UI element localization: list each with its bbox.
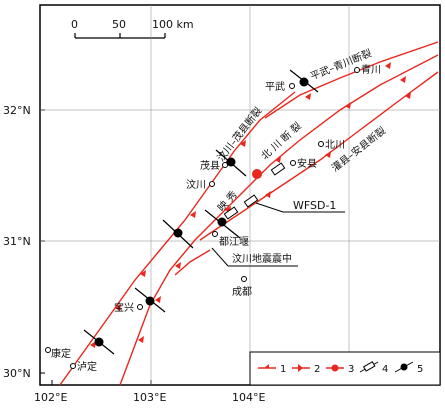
scale-bar: 0 50 100 km	[71, 18, 194, 39]
epicenter-label: 汶川地震震中	[232, 252, 292, 265]
city-chengdu: 成都	[232, 286, 252, 298]
fault-pingwu-qingchuan	[264, 41, 439, 119]
city-dujiangyan: 都江堰	[219, 236, 249, 248]
legend-item-4: 4	[382, 364, 388, 375]
city-pingwu: 平武	[265, 80, 285, 93]
scale-tick-0: 0	[71, 18, 78, 31]
city-maoxian: 茂县	[200, 159, 220, 172]
legend-item-3: 3	[348, 364, 354, 375]
fault-wenchuan-maoxian	[59, 91, 296, 386]
legend-item-1: 1	[280, 364, 286, 375]
epicenter-marker	[252, 169, 262, 179]
city-beichuan: 北川	[325, 139, 345, 151]
city-anxian: 安县	[297, 157, 317, 170]
city-wenchuan: 汶川	[186, 178, 206, 191]
wfsd-callout: WFSD-1	[255, 199, 345, 213]
map-grid	[40, 5, 440, 385]
lat-label-31: 31°N	[3, 235, 31, 248]
legend-item-5: 5	[417, 364, 423, 375]
city-qingchuan: 青川	[361, 63, 381, 76]
city-luding: 泸定	[77, 360, 97, 373]
scale-tick-100: 100 km	[152, 18, 194, 31]
site-markers	[83, 69, 319, 355]
study-boxes	[223, 162, 286, 220]
city-baoxing: 宝兴	[114, 301, 134, 314]
lon-label-103: 103°E	[133, 391, 166, 404]
lon-label-104: 104°E	[232, 391, 265, 404]
lon-label-102: 102°E	[34, 391, 67, 404]
wfsd-label: WFSD-1	[293, 199, 336, 212]
legend-item-2: 2	[314, 364, 320, 375]
legend: 1 2 3 4 5	[249, 351, 441, 386]
city-kangding: 康定	[51, 347, 71, 360]
lat-label-30: 30°N	[3, 367, 31, 380]
fault-minor	[174, 249, 211, 276]
fault-guanxian-anxian	[199, 71, 439, 241]
thrust-markers	[90, 62, 411, 348]
scale-tick-50: 50	[112, 18, 126, 31]
lat-label-32: 32°N	[3, 104, 31, 117]
epicenter-callout: 汶川地震震中	[211, 247, 298, 267]
city-markers	[45, 67, 360, 369]
